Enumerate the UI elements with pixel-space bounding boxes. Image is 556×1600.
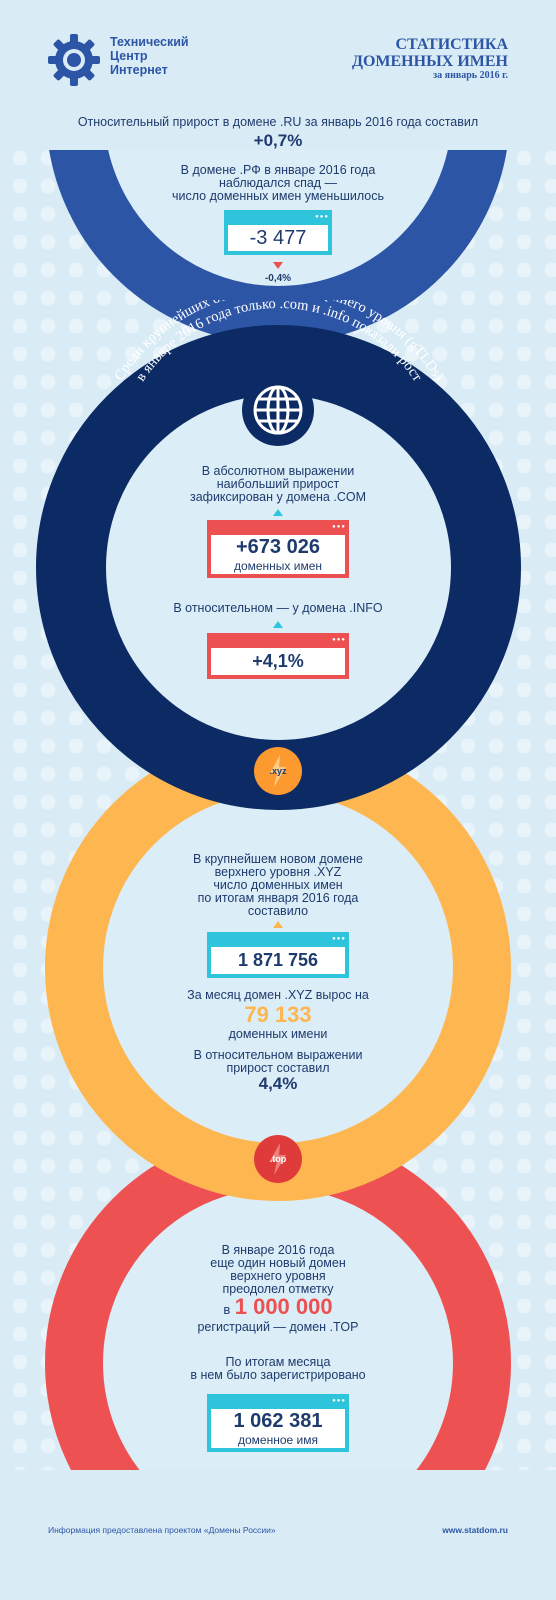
rf-value-card: ●●● -3 477 (224, 210, 332, 255)
down-arrow-icon (273, 262, 283, 269)
top-text-line7: в нем было зарегистрировано (190, 1368, 366, 1382)
xyz-text-line2: верхнего уровня .XYZ (214, 865, 342, 879)
ru-growth-value: +0,7% (253, 131, 303, 150)
com-text-line3: зафиксирован у домена .COM (189, 490, 366, 504)
up-arrow-icon (273, 509, 283, 516)
xyz-badge: .xyz (254, 747, 302, 795)
com-value-card: ●●● +673 026 доменных имен (207, 520, 349, 578)
com-value: +673 026 (236, 536, 320, 558)
top-text-line6: По итогам месяца (225, 1355, 331, 1369)
gtld-arc-text: Среди крупнейших общих доменов верхнего … (111, 300, 446, 385)
top-text-line3: верхнего уровня (230, 1269, 326, 1283)
org-name-line1: Технический (110, 35, 189, 49)
xyz-growth-text: За месяц домен .XYZ вырос на (187, 988, 369, 1002)
org-name: Технический Центр Интернет (110, 35, 189, 77)
card-dots-icon: ●●● (332, 524, 346, 530)
xyz-badge-label: .xyz (269, 766, 287, 776)
com-unit: доменных имен (233, 559, 323, 573)
card-dots-icon: ●●● (332, 936, 346, 942)
xyz-growth-unit: доменных имени (228, 1027, 328, 1041)
top-value: 1 062 381 (233, 1410, 323, 1432)
xyz-text-line1: В крупнейшем новом домене (192, 852, 363, 866)
info-value: +4,1% (252, 651, 304, 671)
xyz-text-line5: составило (247, 904, 309, 918)
info-value-card: ●●● +4,1% (207, 633, 349, 679)
org-name-line2: Центр (110, 49, 148, 63)
top-value-card: ●●● 1 062 381 доменное имя (207, 1394, 349, 1452)
top-million: 1 000 000 (234, 1294, 333, 1319)
top-badge: .top (254, 1135, 302, 1183)
com-text-line2: наибольший прирост (216, 477, 340, 491)
top-text-line5: регистраций — домен .TOP (197, 1320, 359, 1334)
globe-icon (242, 374, 314, 446)
card-dots-icon: ●●● (332, 1398, 346, 1404)
xyz-rel-line1: В относительном выражении (193, 1048, 363, 1062)
footer-source: Информация предоставлена проектом «Домен… (48, 1525, 276, 1535)
rf-percent: -0,4% (264, 273, 292, 284)
lightning-icon (270, 1143, 286, 1175)
xyz-text-line4: по итогам января 2016 года (197, 891, 359, 905)
page-subtitle: за январь 2016 г. (433, 70, 508, 81)
rf-value: -3 477 (249, 227, 307, 249)
org-name-line3: Интернет (110, 63, 168, 77)
page-title: СТАТИСТИКА ДОМЕННЫХ ИМЕН за январь 2016 … (352, 36, 508, 82)
footer-url[interactable]: www.statdom.ru (442, 1525, 508, 1535)
xyz-rel-value: 4,4% (258, 1074, 298, 1093)
gear-logo-icon (48, 34, 100, 86)
xyz-text-line3: число доменных имен (213, 878, 343, 892)
xyz-value-card: ●●● 1 871 756 (207, 932, 349, 978)
info-text: В относительном — у домена .INFO (173, 601, 383, 615)
page-title-line1: СТАТИСТИКА (395, 36, 508, 53)
lightning-icon (270, 755, 286, 787)
top-million-line: в 1 000 000 (0, 1294, 556, 1320)
footer-band (0, 1470, 556, 1600)
rf-text-line1: В домене .РФ в январе 2016 года (180, 163, 376, 177)
top-badge-label: .top (269, 1154, 287, 1164)
card-dots-icon: ●●● (332, 637, 346, 643)
top-in-word: в (223, 1302, 231, 1317)
top-text-line4: преодолел отметку (222, 1282, 334, 1296)
xyz-value: 1 871 756 (237, 950, 319, 970)
com-text-line1: В абсолютном выражении (201, 464, 355, 478)
page-title-line2: ДОМЕННЫХ ИМЕН (351, 53, 508, 70)
up-arrow-icon (273, 921, 283, 928)
xyz-rel-line2: прирост составил (226, 1061, 330, 1075)
top-unit: доменное имя (238, 1433, 318, 1447)
card-dots-icon: ●●● (315, 214, 329, 220)
rf-text-line2: наблюдался спад — (218, 176, 338, 190)
up-arrow-icon (273, 621, 283, 628)
xyz-growth-value: 79 133 (244, 1002, 312, 1027)
top-text-line1: В январе 2016 года (221, 1243, 335, 1257)
rf-text-line3: число доменных имен уменьшилось (171, 189, 385, 203)
ru-growth-text: Относительный прирост в домене .RU за ян… (77, 115, 479, 129)
top-text-line2: еще один новый домен (210, 1256, 346, 1270)
